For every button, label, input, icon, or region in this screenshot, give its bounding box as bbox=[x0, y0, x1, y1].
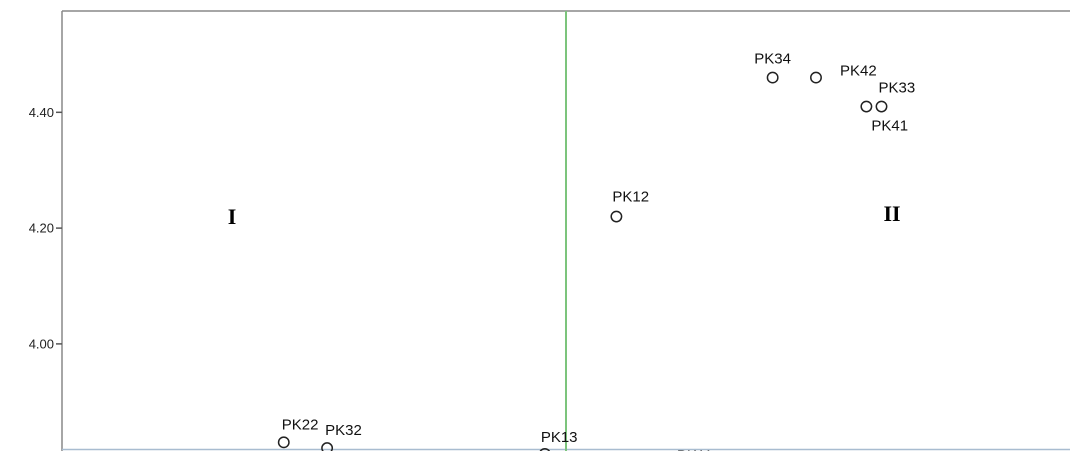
data-point-label: PK41 bbox=[871, 118, 908, 135]
quadrant-label: I bbox=[228, 204, 237, 229]
data-point-label: PK42 bbox=[840, 63, 877, 80]
data-point-label: PK34 bbox=[754, 51, 791, 68]
data-point bbox=[860, 100, 873, 113]
data-point bbox=[766, 71, 779, 84]
data-point-label: PK11 bbox=[677, 447, 713, 451]
data-point bbox=[321, 442, 334, 451]
data-point bbox=[810, 71, 822, 84]
data-point-label: PK33 bbox=[879, 80, 916, 97]
data-point bbox=[875, 100, 888, 113]
quadrant-label: II bbox=[883, 201, 900, 226]
y-tick-label: 4.20 bbox=[29, 221, 54, 236]
y-tick-label: 4.00 bbox=[29, 336, 54, 351]
data-point-label: PK22 bbox=[282, 416, 319, 433]
data-point bbox=[610, 210, 623, 223]
data-point-label: PK13 bbox=[541, 429, 578, 446]
data-point-label: PK32 bbox=[325, 422, 362, 439]
data-point bbox=[539, 447, 551, 451]
data-point bbox=[277, 436, 290, 449]
data-point-label: PK12 bbox=[612, 189, 649, 206]
y-tick-label: 4.40 bbox=[29, 105, 54, 120]
